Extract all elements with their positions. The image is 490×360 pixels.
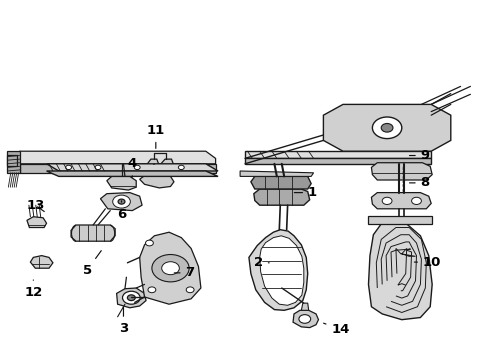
Polygon shape xyxy=(7,151,20,173)
Text: 4: 4 xyxy=(128,157,137,177)
Polygon shape xyxy=(140,232,201,304)
Polygon shape xyxy=(27,217,47,228)
Polygon shape xyxy=(293,310,318,328)
Circle shape xyxy=(162,262,179,275)
Polygon shape xyxy=(371,163,432,180)
Text: 2: 2 xyxy=(254,256,269,269)
Text: 3: 3 xyxy=(119,307,128,335)
Circle shape xyxy=(66,165,72,170)
Circle shape xyxy=(127,295,135,301)
Polygon shape xyxy=(20,164,216,173)
Text: 1: 1 xyxy=(294,186,317,199)
Text: 7: 7 xyxy=(174,266,195,279)
Circle shape xyxy=(146,240,153,246)
Polygon shape xyxy=(47,171,218,176)
Circle shape xyxy=(122,291,140,304)
Text: 5: 5 xyxy=(83,251,101,276)
Polygon shape xyxy=(159,159,174,174)
Text: 12: 12 xyxy=(24,280,43,299)
Text: 11: 11 xyxy=(147,124,165,148)
Polygon shape xyxy=(254,189,310,205)
Circle shape xyxy=(412,197,421,204)
Circle shape xyxy=(113,195,130,208)
Polygon shape xyxy=(245,158,431,164)
Text: 8: 8 xyxy=(410,176,430,189)
Polygon shape xyxy=(368,220,432,320)
Polygon shape xyxy=(245,151,431,158)
Circle shape xyxy=(95,165,101,170)
Polygon shape xyxy=(71,225,115,241)
Polygon shape xyxy=(368,216,432,224)
Circle shape xyxy=(118,199,125,204)
Circle shape xyxy=(152,255,189,282)
Polygon shape xyxy=(260,236,304,305)
Polygon shape xyxy=(323,104,451,151)
Polygon shape xyxy=(140,174,174,188)
Polygon shape xyxy=(117,288,146,308)
Polygon shape xyxy=(30,256,53,268)
Circle shape xyxy=(372,117,402,139)
Circle shape xyxy=(299,315,311,323)
Circle shape xyxy=(381,123,393,132)
Text: 14: 14 xyxy=(323,323,350,336)
Polygon shape xyxy=(240,171,314,176)
Polygon shape xyxy=(47,164,218,171)
Text: 9: 9 xyxy=(410,149,430,162)
Polygon shape xyxy=(100,193,142,211)
Text: 6: 6 xyxy=(117,201,126,221)
Polygon shape xyxy=(20,151,216,164)
Circle shape xyxy=(382,197,392,204)
Circle shape xyxy=(148,287,156,293)
Text: 10: 10 xyxy=(415,256,441,269)
Text: 13: 13 xyxy=(26,199,45,212)
Polygon shape xyxy=(371,193,431,209)
Polygon shape xyxy=(251,176,311,189)
Polygon shape xyxy=(301,303,309,310)
Polygon shape xyxy=(249,230,308,310)
Polygon shape xyxy=(7,155,17,166)
Circle shape xyxy=(178,165,184,170)
Polygon shape xyxy=(107,176,136,190)
Polygon shape xyxy=(146,159,159,174)
Circle shape xyxy=(186,287,194,293)
Circle shape xyxy=(134,165,140,170)
